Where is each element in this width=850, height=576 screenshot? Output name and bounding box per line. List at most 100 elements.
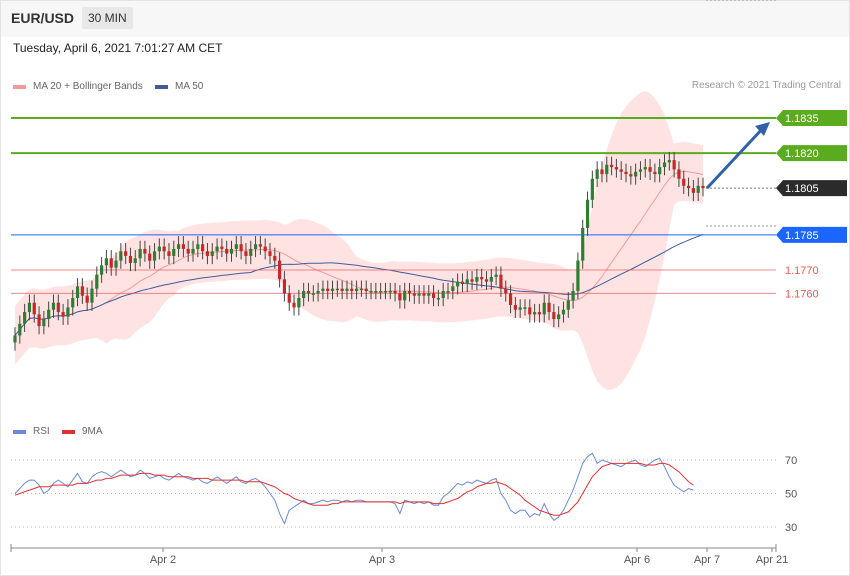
candle-body	[335, 288, 339, 291]
candle-body	[263, 246, 267, 252]
candle-body	[75, 286, 80, 299]
candle-body	[600, 169, 604, 175]
candle-body	[225, 248, 229, 254]
timestamp: Tuesday, April 6, 2021 7:01:27 AM CET	[13, 41, 223, 55]
bollinger-band	[15, 91, 703, 390]
candle-body	[499, 274, 503, 289]
candle-body	[138, 248, 142, 259]
candle-body	[51, 302, 56, 310]
level-label: 1.1820	[785, 148, 819, 160]
candle-body	[581, 227, 585, 261]
candle-body	[682, 178, 686, 186]
candle-body	[436, 298, 440, 300]
candle-body	[85, 295, 89, 303]
x-tick-label: Apr 3	[369, 554, 395, 566]
candle-body	[571, 291, 575, 301]
candle-body	[201, 244, 205, 252]
candle-body	[465, 279, 469, 285]
candle-body	[345, 288, 349, 292]
rsi-line	[14, 452, 694, 525]
rsi-level-label: 30	[785, 522, 797, 534]
candle-body	[552, 312, 556, 320]
top-bar	[1, 1, 849, 37]
ma20-swatch	[13, 84, 26, 89]
ma50-swatch	[155, 84, 168, 89]
level-tag	[776, 145, 847, 162]
candle-body	[66, 307, 70, 317]
candle-body	[176, 244, 181, 249]
rsi-ma-line	[14, 462, 694, 516]
candle-body	[273, 255, 277, 261]
candle-body	[244, 251, 248, 256]
candle-body	[417, 293, 421, 296]
ma50-line	[14, 233, 704, 336]
candle-body	[157, 246, 161, 252]
legend-ma50: MA 50	[155, 81, 203, 92]
ma9-swatch	[62, 429, 75, 434]
candle-body	[441, 291, 445, 299]
candle-body	[210, 251, 214, 256]
candle-body	[576, 260, 580, 292]
candle-body	[460, 281, 465, 285]
level-label: 1.1760	[785, 288, 819, 300]
candle-body	[701, 185, 705, 189]
candle-body	[557, 314, 561, 320]
timeframe-badge[interactable]: 30 MIN	[82, 7, 133, 29]
candle-body	[446, 291, 450, 293]
candle-body	[403, 291, 407, 301]
candle-body	[609, 164, 614, 168]
candle-body	[504, 288, 508, 294]
candle-body	[667, 160, 671, 163]
candle-body	[398, 293, 402, 301]
candle-body	[686, 185, 691, 189]
candle-body	[47, 309, 51, 320]
candle-body	[542, 302, 546, 315]
candle-body	[634, 171, 638, 177]
candle-body	[658, 167, 662, 175]
candle-body	[422, 293, 426, 296]
candle-body	[109, 258, 113, 268]
candle-body	[427, 293, 431, 296]
rsi-level-label: 70	[785, 455, 797, 467]
candle-body	[181, 244, 185, 249]
candle-body	[95, 274, 99, 289]
candle-body	[359, 288, 364, 291]
candle-body	[148, 253, 152, 261]
rsi-level-label: 50	[785, 489, 797, 501]
legend-rsi: RSI	[13, 426, 50, 437]
candle-body	[369, 291, 373, 293]
legend-ma50-label: MA 50	[175, 81, 204, 92]
candle-body	[494, 274, 498, 277]
level-tag	[776, 110, 847, 126]
legend-ma9: 9MA	[62, 426, 103, 437]
candle-body	[393, 291, 397, 294]
candle-body	[407, 291, 412, 294]
candle-body	[119, 251, 123, 261]
candle-body	[672, 160, 676, 170]
candle-body	[537, 312, 542, 315]
candle-body	[388, 291, 392, 293]
candle-body	[691, 188, 695, 193]
candle-body	[518, 307, 522, 310]
candle-body	[191, 248, 195, 254]
level-label: 1.1770	[785, 265, 819, 277]
candle-body	[643, 167, 647, 170]
candle-body	[653, 171, 657, 175]
candle-body	[13, 335, 17, 343]
candle-body	[614, 167, 618, 170]
candle-body	[528, 307, 532, 315]
candle-body	[648, 167, 652, 172]
candle-body	[523, 307, 527, 309]
candle-body	[220, 246, 224, 249]
candle-body	[167, 251, 171, 256]
candle-body	[61, 312, 65, 317]
arrow-head	[755, 122, 770, 136]
candle-body	[133, 258, 137, 263]
candle-body	[677, 169, 681, 179]
x-tick-label: Apr 2	[150, 554, 176, 566]
candle-body	[475, 276, 479, 282]
candle-body	[124, 251, 128, 256]
candle-body	[585, 199, 590, 228]
credit-text: Research © 2021 Trading Central	[691, 80, 841, 91]
candle-body	[114, 260, 118, 268]
